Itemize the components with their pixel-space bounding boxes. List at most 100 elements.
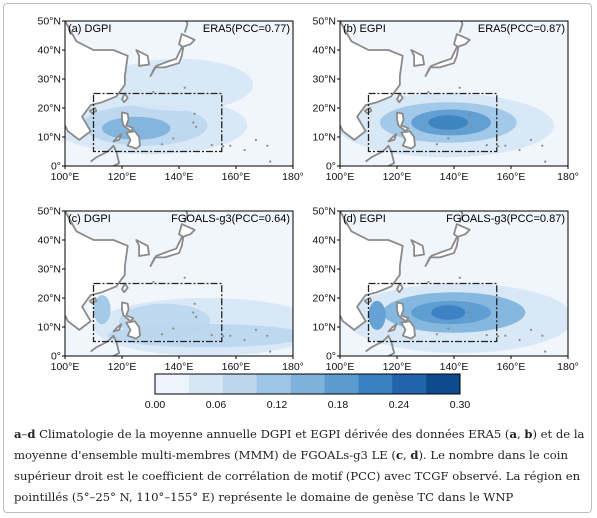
island-dot <box>222 335 225 338</box>
island-dot <box>518 148 521 152</box>
coastline <box>149 223 196 268</box>
coastline <box>365 144 396 166</box>
panel-label: (a) DGPI <box>68 23 111 35</box>
y-tick-label: 0° <box>51 161 61 173</box>
panel-dataset-label: ERA5(PCC=0.77) <box>203 23 290 35</box>
genesis-region-box <box>367 92 498 153</box>
colorbar-tick-label: 0.18 <box>328 399 349 411</box>
panel-label: (c) DGPI <box>68 213 111 225</box>
island-dot <box>467 311 470 314</box>
y-tick-label: 20°N <box>38 293 61 305</box>
island-dot <box>504 334 507 337</box>
caption-text-1: Climatologie de la moyenne annuelle DGPI… <box>35 427 510 441</box>
x-tick-label: 120°E <box>108 171 137 183</box>
coastline <box>125 320 141 340</box>
map-plot-area <box>340 21 568 166</box>
gpi-contour <box>104 58 254 111</box>
coastline <box>400 320 416 340</box>
gpi-contour <box>428 115 469 130</box>
y-tick-label: 40°N <box>38 235 61 247</box>
island-dot <box>529 138 533 141</box>
island-dot <box>266 144 269 147</box>
island-dot <box>435 333 438 336</box>
island-dot <box>497 335 500 338</box>
coastline <box>121 111 135 133</box>
coastline <box>396 282 404 294</box>
coastline <box>410 239 425 257</box>
gpi-contour <box>431 305 466 320</box>
map-panel: 100°E 120°E 140°E 160°E 180° 0° 10°N 20°N 30°N 40… <box>313 206 579 374</box>
island-dot <box>544 350 547 353</box>
gpi-contour <box>93 295 111 325</box>
map-plot-area <box>65 211 293 356</box>
island-dot <box>210 334 213 337</box>
coastline <box>396 92 404 104</box>
coastline <box>396 301 410 323</box>
island-dot <box>243 338 246 342</box>
island-dot <box>229 144 232 147</box>
y-tick-label: 10°N <box>38 132 61 144</box>
island-dot <box>195 315 198 318</box>
genesis-region-box <box>92 282 223 343</box>
figure-caption: a–d Climatologie de la moyenne annuelle … <box>14 424 586 508</box>
colorbar-tick-label: 0.30 <box>450 399 471 411</box>
map-panel: 100°E 120°E 140°E 160°E 180° 0° 10°N 20°N 30°N 40… <box>38 206 304 374</box>
island-dot <box>447 137 450 140</box>
island-dot <box>467 121 470 124</box>
y-tick-label: 50°N <box>313 206 336 218</box>
y-tick-label: 0° <box>326 351 336 363</box>
island-dot <box>160 333 163 336</box>
y-tick-label: 0° <box>326 161 336 173</box>
coastline <box>112 133 123 143</box>
y-tick-label: 10°N <box>313 132 336 144</box>
island-dot <box>243 148 246 152</box>
map-plot-area <box>340 211 568 356</box>
coastline <box>424 223 471 268</box>
x-tick-label: 160°E <box>497 171 526 183</box>
caption-sep-2: , <box>403 448 411 462</box>
island-dot <box>541 144 544 147</box>
x-tick-label: 160°E <box>222 171 251 183</box>
map-plot-area <box>65 21 293 166</box>
coastline <box>121 301 135 323</box>
x-tick-label: 140°E <box>440 361 469 373</box>
coastline <box>424 33 471 77</box>
x-tick-label: 120°E <box>383 361 412 373</box>
y-tick-label: 50°N <box>38 206 61 218</box>
coastline <box>340 21 404 141</box>
y-tick-label: 50°N <box>38 16 61 28</box>
x-tick-label: 140°E <box>165 171 194 183</box>
island-dot <box>427 90 430 94</box>
island-dot <box>152 280 155 284</box>
x-tick-label: 180° <box>557 361 579 373</box>
coastline <box>135 239 150 257</box>
colorbar-tick-label: 0.12 <box>267 399 288 411</box>
panel-dataset-label: FGOALS-g3(PCC=0.87) <box>446 213 565 225</box>
caption-text-2: ) et de la moyenne d'ensemble multi-memb… <box>14 427 585 462</box>
colorbar-tick-label: 0.00 <box>145 399 166 411</box>
coastline <box>396 111 410 133</box>
island-dot <box>518 338 521 342</box>
island-dot <box>435 143 438 146</box>
x-tick-label: 160°E <box>497 361 526 373</box>
colorbar-bin <box>426 374 461 394</box>
x-tick-label: 180° <box>557 171 579 183</box>
colorbar-bin <box>155 374 190 394</box>
y-tick-label: 30°N <box>313 264 336 276</box>
gpi-contour <box>368 300 386 330</box>
coastline <box>458 211 464 223</box>
coastline <box>458 21 464 33</box>
island-dot <box>172 137 175 140</box>
coastline <box>121 92 129 104</box>
island-dot <box>470 125 473 128</box>
island-dot <box>497 145 500 148</box>
x-tick-label: 100°E <box>326 171 355 183</box>
figure-frame <box>3 3 592 513</box>
island-dot <box>485 334 488 337</box>
gpi-contour <box>119 303 211 339</box>
caption-ref-c: c <box>395 448 404 462</box>
figure-canvas: 100°E 120°E 140°E 160°E 180° 0° 10°N 20°N 30°N 40… <box>38 16 579 412</box>
island-dot <box>468 112 471 115</box>
panel-dataset-label: ERA5(PCC=0.87) <box>478 23 565 35</box>
panel-label: (d) EGPI <box>343 213 386 225</box>
